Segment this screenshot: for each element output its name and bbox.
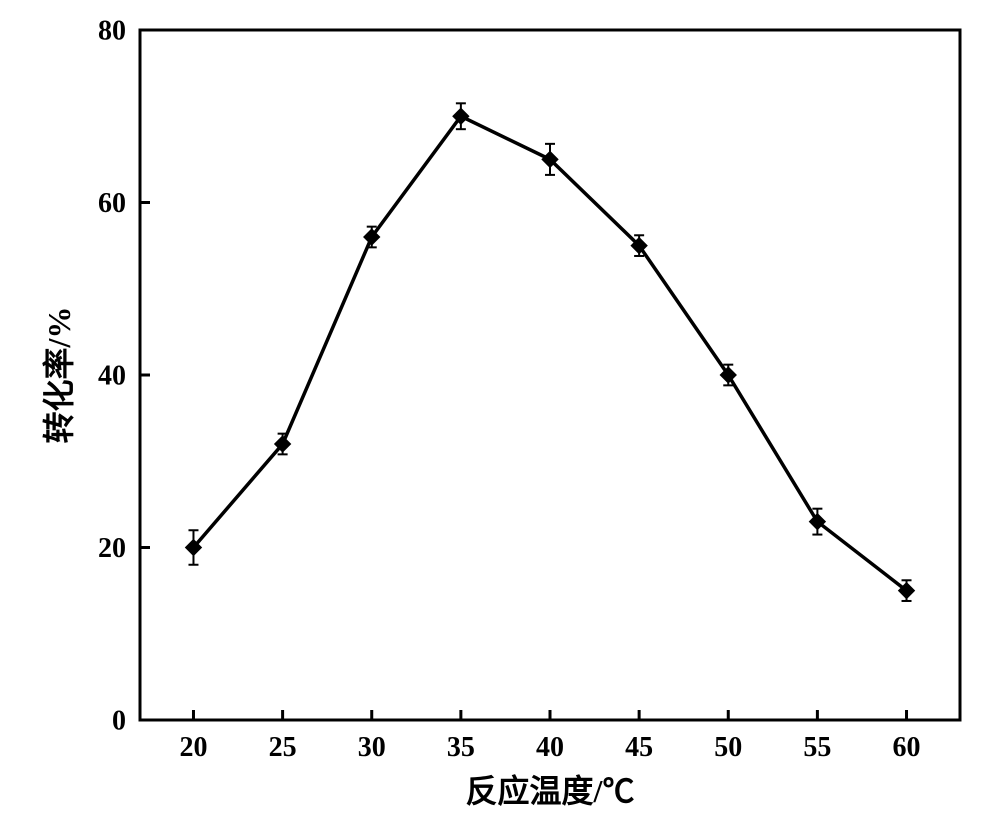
x-tick-label: 45 (625, 732, 653, 763)
plot-frame (140, 30, 960, 720)
x-tick-label: 55 (803, 732, 831, 763)
x-tick-label: 20 (179, 732, 207, 763)
data-line (193, 116, 906, 590)
x-tick-label: 40 (536, 732, 564, 763)
y-tick-label: 80 (98, 15, 126, 46)
line-chart: 20 25 30 35 40 45 50 55 60 0 20 40 60 80 反应温度/℃ 转化率/% (0, 0, 1000, 833)
x-tick-label: 30 (358, 732, 386, 763)
x-axis-label: 反应温度/℃ (466, 773, 635, 809)
y-tick-label: 60 (98, 188, 126, 219)
x-tick-label: 60 (893, 732, 921, 763)
x-tick-label: 25 (269, 732, 297, 763)
y-tick-label: 40 (98, 360, 126, 391)
y-tick-label: 0 (112, 705, 126, 736)
y-axis-label: 转化率/% (41, 307, 77, 444)
chart-container: 20 25 30 35 40 45 50 55 60 0 20 40 60 80 反应温度/℃ 转化率/% (0, 0, 1000, 833)
x-tick-label: 35 (447, 732, 475, 763)
y-tick-label: 20 (98, 533, 126, 564)
x-tick-label: 50 (714, 732, 742, 763)
